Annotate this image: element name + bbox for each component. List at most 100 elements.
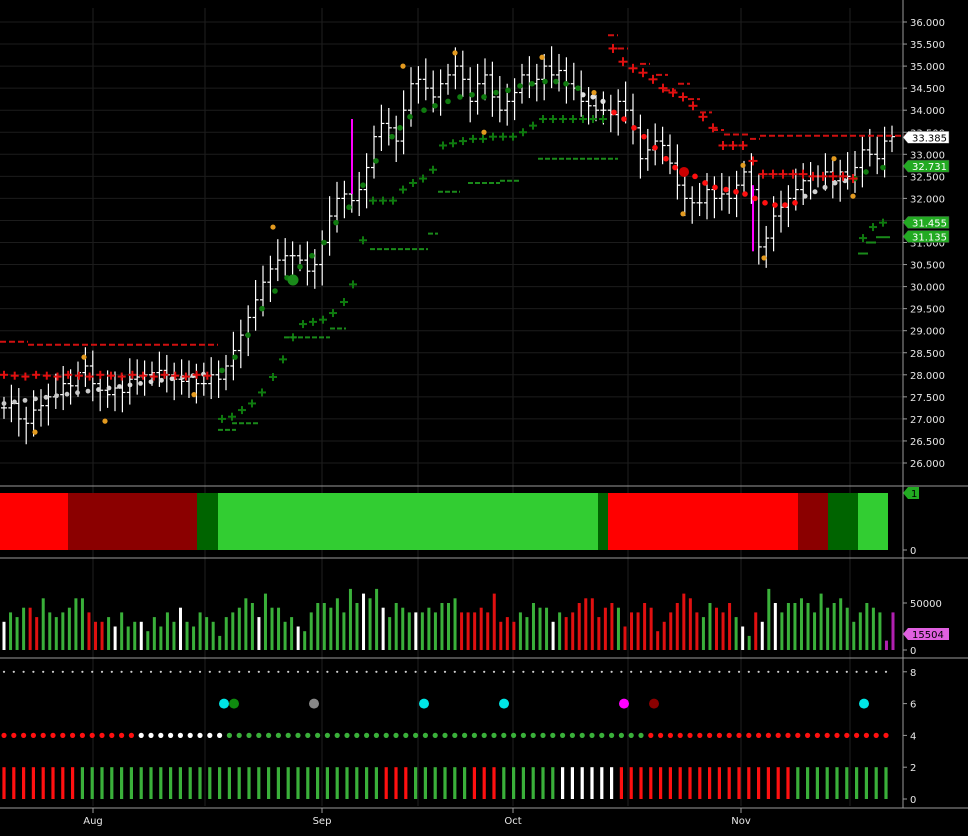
volume-bar: [538, 607, 542, 650]
ma-dot-red: [782, 202, 788, 208]
price-bar: [859, 136, 866, 188]
ma-dot-green: [880, 164, 886, 171]
price-bar: [711, 176, 718, 219]
stop-marker-green: [359, 236, 367, 245]
signal-dot-orange: [761, 255, 767, 261]
ma-dot-grey: [822, 184, 828, 190]
volume-bar: [296, 626, 300, 650]
price-bar: [171, 362, 178, 401]
volume-bar: [139, 621, 143, 650]
volume-bar: [100, 621, 104, 650]
stop-marker-green: [529, 121, 537, 130]
sig-state-dot: [207, 732, 213, 739]
sig-dot-8: [277, 670, 280, 673]
indicator-segment: [798, 493, 828, 550]
volume-bar: [348, 588, 352, 650]
volume-bar: [728, 603, 732, 650]
indicator-segment: [828, 493, 858, 550]
sig-dot-8: [443, 670, 447, 673]
volume-bar: [649, 607, 653, 650]
ma-dot-red: [762, 200, 768, 206]
sig-dot-8: [375, 670, 378, 673]
sig-bar: [296, 767, 300, 799]
price-bar: [689, 186, 696, 224]
stop-marker-red: [628, 63, 638, 73]
volume-bar: [257, 617, 261, 650]
sig-state-dot: [452, 732, 458, 739]
sig-bar: [286, 767, 290, 799]
volume-bar: [41, 598, 45, 650]
volume-bar: [74, 598, 78, 650]
sig-dot-8: [806, 670, 809, 673]
sig-dot-8: [845, 670, 848, 673]
sig-bar: [521, 767, 525, 799]
volume-bar: [473, 612, 477, 650]
sig-state-dot: [256, 732, 262, 739]
volume-bar: [839, 598, 843, 650]
sig-dot-8: [228, 670, 231, 673]
volume-bar: [610, 603, 614, 650]
volume-bar: [466, 612, 470, 650]
sig-bar: [227, 767, 231, 799]
sig-dot-8: [679, 670, 682, 673]
price-bar: [15, 388, 22, 437]
price-bar: [778, 190, 784, 233]
badge-shape: [902, 216, 950, 229]
stop-marker-red: [728, 140, 738, 150]
price-tick-label: 34.500: [910, 84, 945, 95]
price-bar: [341, 180, 348, 219]
badge-shape: [902, 230, 950, 243]
vol-tick-label: 0: [910, 646, 916, 657]
sig-dot-8: [532, 670, 535, 673]
sig-state-dot: [364, 732, 370, 739]
stop-marker-red: [648, 74, 658, 84]
price-bar: [393, 115, 400, 163]
stop-marker-green: [248, 399, 256, 408]
sig-state-dot: [687, 732, 693, 739]
sig-bar: [757, 767, 761, 799]
sig-state-dot: [834, 732, 840, 739]
sig-event-dot: [859, 698, 869, 709]
time-tick-label: Nov: [731, 816, 751, 827]
ma-dot-grey: [580, 92, 586, 98]
sig-dot-8: [189, 670, 192, 673]
sig-dot-8: [826, 670, 829, 673]
sig-dot-8: [698, 670, 701, 673]
ma-dot-green: [407, 114, 413, 120]
sig-bar: [688, 767, 692, 799]
sig-bar: [120, 767, 124, 799]
volume-bar: [871, 607, 875, 650]
price-bar: [215, 360, 222, 398]
volume-bar: [623, 626, 627, 650]
volume-bar: [381, 607, 385, 650]
ma-dot-grey: [148, 379, 154, 385]
stop-marker-green: [419, 174, 427, 183]
sig-bar: [394, 767, 398, 799]
price-bar: [112, 371, 118, 412]
volume-bar: [35, 617, 39, 650]
ma-dot-grey: [22, 397, 28, 403]
volume-bar: [760, 621, 764, 650]
sig-state-dot: [805, 732, 811, 739]
stop-marker-red: [181, 372, 190, 381]
sig-state-dot: [305, 732, 311, 739]
sig-dot-8: [620, 670, 623, 673]
sig-bar: [71, 767, 75, 799]
price-tick-label: 29.000: [910, 327, 945, 338]
volume-bar: [734, 617, 738, 650]
price-bar: [60, 365, 67, 411]
sig-state-dot: [697, 732, 703, 739]
price-bar: [274, 239, 281, 282]
volume-bar: [54, 617, 58, 650]
volume-bar: [878, 612, 882, 650]
indicator-panel: 01: [0, 487, 919, 557]
ma-dot-green: [529, 80, 535, 87]
ma-dot-green: [309, 252, 315, 259]
stop-marker-green: [329, 309, 337, 318]
volume-bar: [512, 621, 516, 650]
sig-dot-8: [728, 670, 731, 673]
volume-bar: [48, 612, 52, 650]
sig-dot-8: [835, 670, 839, 673]
price-bar: [482, 58, 488, 101]
time-tick-label: Sep: [313, 816, 332, 827]
